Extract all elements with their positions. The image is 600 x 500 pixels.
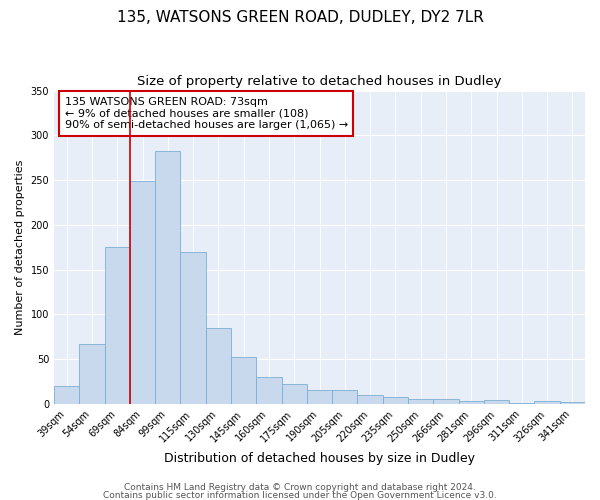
Bar (458, 401, 484, 404)
Bar (104, 247, 130, 404)
Bar (332, 390, 358, 404)
Bar (181, 252, 206, 404)
X-axis label: Distribution of detached houses by size in Dudley: Distribution of detached houses by size … (164, 452, 475, 465)
Bar (433, 400, 458, 404)
Bar (509, 403, 535, 404)
Bar (256, 377, 281, 404)
Text: 135, WATSONS GREEN ROAD, DUDLEY, DY2 7LR: 135, WATSONS GREEN ROAD, DUDLEY, DY2 7LR (116, 10, 484, 25)
Bar (408, 400, 433, 404)
Bar (54, 386, 79, 404)
Bar (307, 390, 332, 404)
Bar (560, 402, 585, 404)
Bar (206, 328, 231, 404)
Bar (535, 401, 560, 404)
Bar (358, 395, 383, 404)
Title: Size of property relative to detached houses in Dudley: Size of property relative to detached ho… (137, 75, 502, 88)
Bar (231, 358, 256, 404)
Text: Contains public sector information licensed under the Open Government Licence v3: Contains public sector information licen… (103, 490, 497, 500)
Bar (155, 152, 181, 404)
Text: Contains HM Land Registry data © Crown copyright and database right 2024.: Contains HM Land Registry data © Crown c… (124, 484, 476, 492)
Bar (484, 400, 509, 404)
Bar (383, 396, 408, 404)
Text: 135 WATSONS GREEN ROAD: 73sqm
← 9% of detached houses are smaller (108)
90% of s: 135 WATSONS GREEN ROAD: 73sqm ← 9% of de… (65, 97, 348, 130)
Bar (79, 344, 104, 404)
Bar (281, 384, 307, 404)
Bar (130, 181, 155, 404)
Y-axis label: Number of detached properties: Number of detached properties (15, 160, 25, 335)
